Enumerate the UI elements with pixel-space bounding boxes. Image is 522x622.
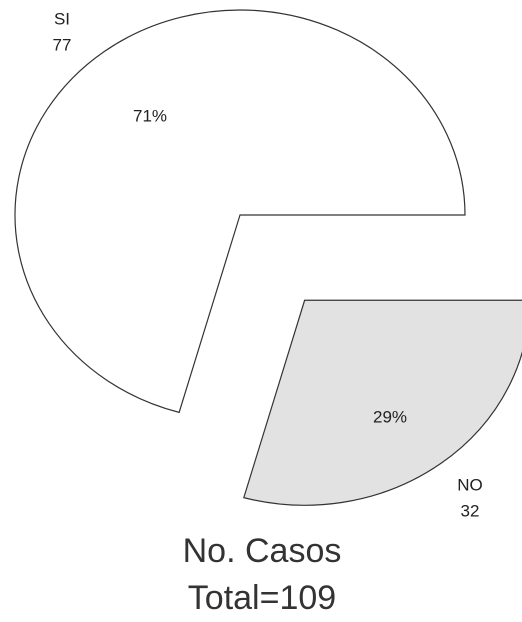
slice-value: 32 xyxy=(461,501,480,520)
chart-subtitle: Total=109 xyxy=(188,579,336,617)
pie-slice xyxy=(14,9,466,414)
slice-percent: 29% xyxy=(373,407,407,426)
slice-name: SI xyxy=(54,9,70,28)
slice-value: 77 xyxy=(53,35,72,54)
pie-slice xyxy=(243,299,522,506)
slice-percent: 71% xyxy=(133,106,167,125)
chart-title: No. Casos xyxy=(183,532,342,570)
slice-name: NO xyxy=(457,475,483,494)
